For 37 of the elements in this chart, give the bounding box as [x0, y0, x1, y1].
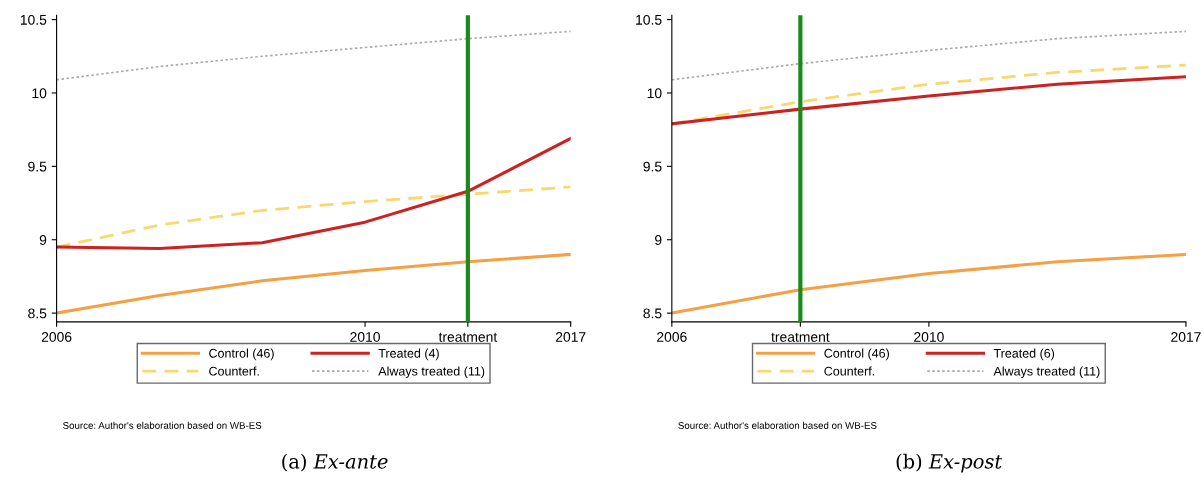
y-tick-label: 10: [647, 88, 662, 99]
line-series: [56, 185, 571, 249]
text: (b) Ex-post: [896, 453, 1003, 473]
line-series: [56, 30, 571, 81]
y-tick-label: 8.5: [643, 308, 662, 319]
source-note: Source: Author's elaboration based on WB-ES: [678, 421, 877, 429]
x-tick-label: 2010: [914, 332, 944, 342]
x-tick-label: 2006: [657, 332, 687, 342]
legend-label: Always treated (11): [378, 366, 485, 379]
y-tick-label: 8.5: [28, 308, 47, 319]
line-series: [56, 136, 571, 251]
x-tick-label: 2017: [1171, 332, 1201, 342]
y-tick-label: 10: [32, 88, 47, 99]
legend-label: Treated (6): [993, 348, 1055, 361]
y-tick-label: 9: [655, 235, 662, 245]
legend-label: Always treated (11): [993, 366, 1100, 379]
x-tick-label: 2017: [555, 332, 586, 342]
line-series: [671, 30, 1186, 81]
y-tick-label: 9.5: [643, 161, 662, 172]
x-tick-label: treatment: [771, 332, 830, 342]
y-tick-label: 9.5: [28, 161, 47, 172]
legend-label: Control (46): [824, 348, 889, 361]
legend-label: Counterf.: [209, 366, 259, 376]
legend-label: Treated (4): [378, 348, 439, 361]
x-tick-label: treatment: [438, 332, 498, 342]
y-tick-label: 9: [39, 235, 47, 245]
line-series: [56, 252, 571, 315]
line-series: [671, 252, 1186, 315]
text: (a) Ex-ante: [282, 453, 388, 472]
legend-label: Counterf.: [824, 366, 875, 376]
y-tick-label: 10.5: [636, 14, 662, 25]
x-tick-label: 2010: [350, 332, 380, 342]
source-note: Source: Author's elaboration based on WB-ES: [63, 421, 262, 429]
line-series: [671, 75, 1186, 126]
legend-label: Control (46): [209, 348, 274, 361]
y-tick-label: 10.5: [20, 14, 47, 25]
x-tick-label: 2006: [41, 332, 72, 342]
